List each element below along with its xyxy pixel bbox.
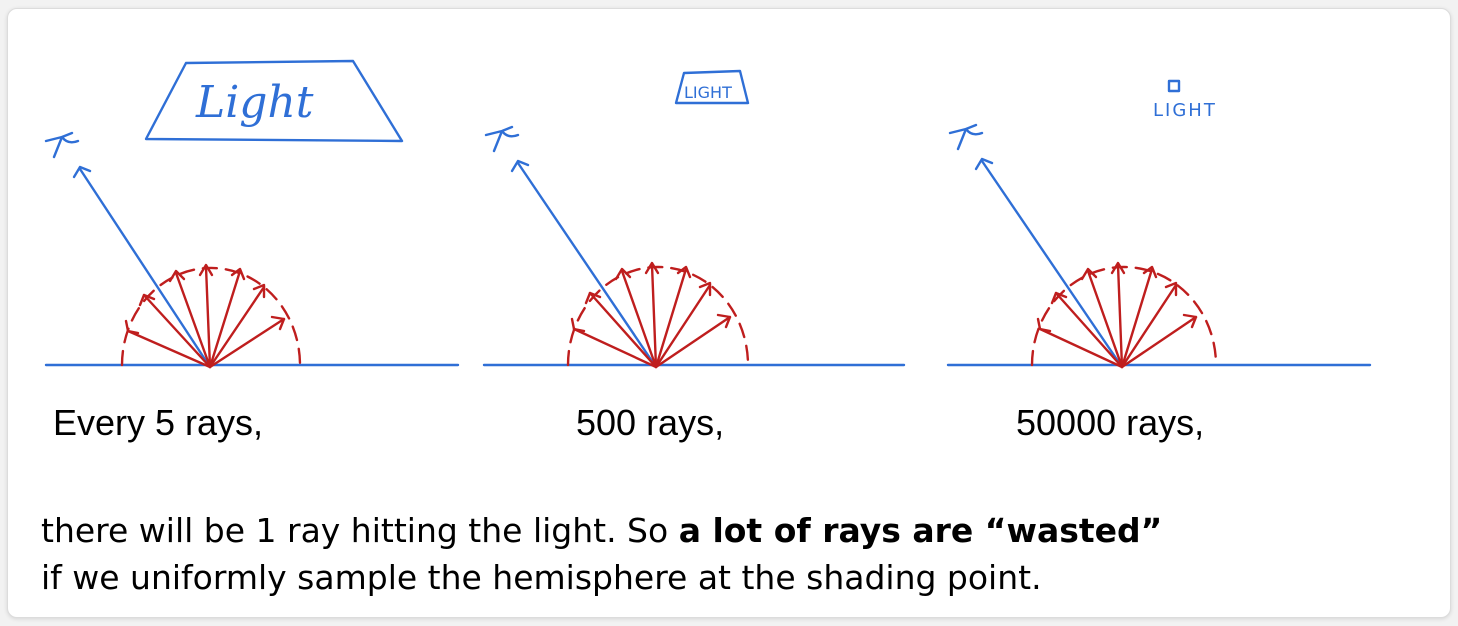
hemisphere-outline: [120, 266, 302, 367]
light-source-small: [1167, 79, 1181, 93]
caption-panel-2: 500 rays,: [576, 402, 725, 443]
explanation-line-1-bold: a lot of rays are “wasted”: [678, 511, 1163, 550]
caption-panel-1: Every 5 rays,: [53, 402, 264, 443]
sampled-rays: [570, 261, 732, 369]
explanation-line-1-plain: there will be 1 ray hitting the light. S…: [41, 511, 679, 550]
sampled-rays: [1036, 261, 1198, 369]
eye-icon: [44, 131, 80, 159]
explanation-line-1: there will be 1 ray hitting the light. S…: [41, 507, 1162, 554]
light-source-large: [144, 59, 404, 143]
eye-icon: [948, 123, 984, 151]
light-label-medium: LIGHT: [684, 83, 732, 102]
panel-3: LIGHT: [946, 79, 1372, 369]
hemisphere-outline: [566, 265, 750, 367]
light-label-small: LIGHT: [1153, 100, 1217, 121]
eye-icon: [484, 125, 520, 153]
hemisphere-sampling-diagram: Light: [44, 59, 1372, 369]
view-ray: [980, 159, 1124, 369]
view-ray: [78, 167, 212, 369]
view-ray: [516, 161, 658, 369]
caption-panel-3: 50000 rays,: [1016, 402, 1205, 443]
panel-2: LIGHT: [482, 69, 906, 369]
hemisphere-outline: [1030, 265, 1218, 367]
sampled-rays: [124, 263, 286, 369]
explanation-paragraph: there will be 1 ray hitting the light. S…: [41, 507, 1162, 601]
light-label-large: Light: [195, 77, 314, 128]
explanation-line-2: if we uniformly sample the hemisphere at…: [41, 558, 1042, 597]
panel-1: Light: [44, 59, 460, 369]
light-source-medium: [674, 69, 750, 105]
slide-card: Light: [7, 8, 1451, 618]
